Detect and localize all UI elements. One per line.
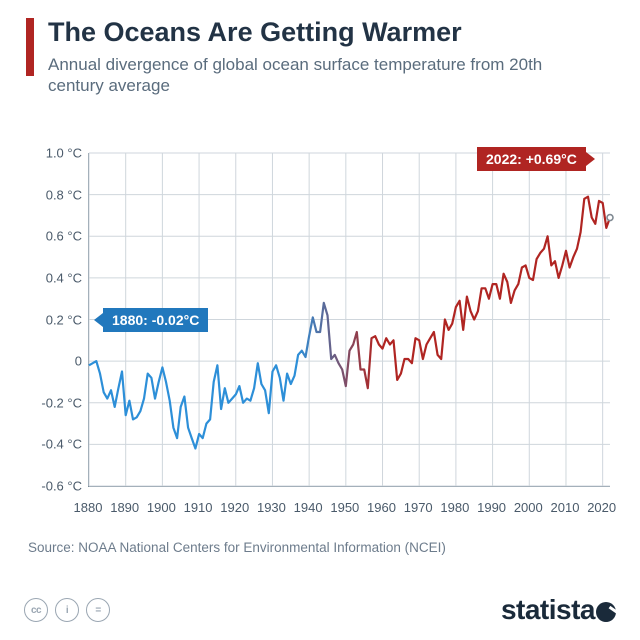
y-tick-label: 0 xyxy=(34,354,82,369)
y-tick-label: -0.4 °C xyxy=(34,437,82,452)
x-tick-label: 1940 xyxy=(294,500,323,515)
x-tick-label: 1960 xyxy=(367,500,396,515)
chart-area: -0.6 °C -0.4 °C -0.2 °C 0 0.2 °C 0.4 °C 0.6 °C… xyxy=(34,145,614,515)
x-tick-label: 1930 xyxy=(257,500,286,515)
x-tick-label: 1950 xyxy=(330,500,359,515)
y-tick-label: -0.2 °C xyxy=(34,395,82,410)
x-tick-label: 1900 xyxy=(147,500,176,515)
y-tick-label: 0.2 °C xyxy=(34,312,82,327)
x-tick-label: 1980 xyxy=(440,500,469,515)
x-tick-label: 1920 xyxy=(220,500,249,515)
x-tick-label: 1990 xyxy=(477,500,506,515)
footer: cc i = statista xyxy=(24,594,616,626)
chart-title: The Oceans Are Getting Warmer xyxy=(48,18,568,48)
x-tick-label: 1910 xyxy=(184,500,213,515)
x-tick-label: 1970 xyxy=(404,500,433,515)
accent-bar xyxy=(26,18,34,76)
source-text: Source: NOAA National Centers for Enviro… xyxy=(28,540,446,555)
logo-text: statista xyxy=(501,594,595,626)
y-tick-label: 1.0 °C xyxy=(34,146,82,161)
y-tick-label: 0.8 °C xyxy=(34,187,82,202)
statista-logo: statista xyxy=(501,594,616,626)
chart-subtitle: Annual divergence of global ocean surfac… xyxy=(48,54,568,97)
nd-icon: = xyxy=(86,598,110,622)
y-tick-label: 0.4 °C xyxy=(34,270,82,285)
x-tick-label: 1890 xyxy=(110,500,139,515)
end-callout: 2022: +0.69°C xyxy=(477,147,595,171)
start-callout: 1880: -0.02°C xyxy=(94,308,208,332)
license-icons: cc i = xyxy=(24,598,110,622)
y-tick-label: 0.6 °C xyxy=(34,229,82,244)
logo-dot-icon xyxy=(596,602,616,622)
y-tick-label: -0.6 °C xyxy=(34,479,82,494)
by-icon: i xyxy=(55,598,79,622)
x-tick-label: 2000 xyxy=(514,500,543,515)
x-tick-label: 1880 xyxy=(74,500,103,515)
x-tick-label: 2020 xyxy=(587,500,616,515)
cc-icon: cc xyxy=(24,598,48,622)
chart-header: The Oceans Are Getting Warmer Annual div… xyxy=(0,0,640,96)
x-tick-label: 2010 xyxy=(551,500,580,515)
